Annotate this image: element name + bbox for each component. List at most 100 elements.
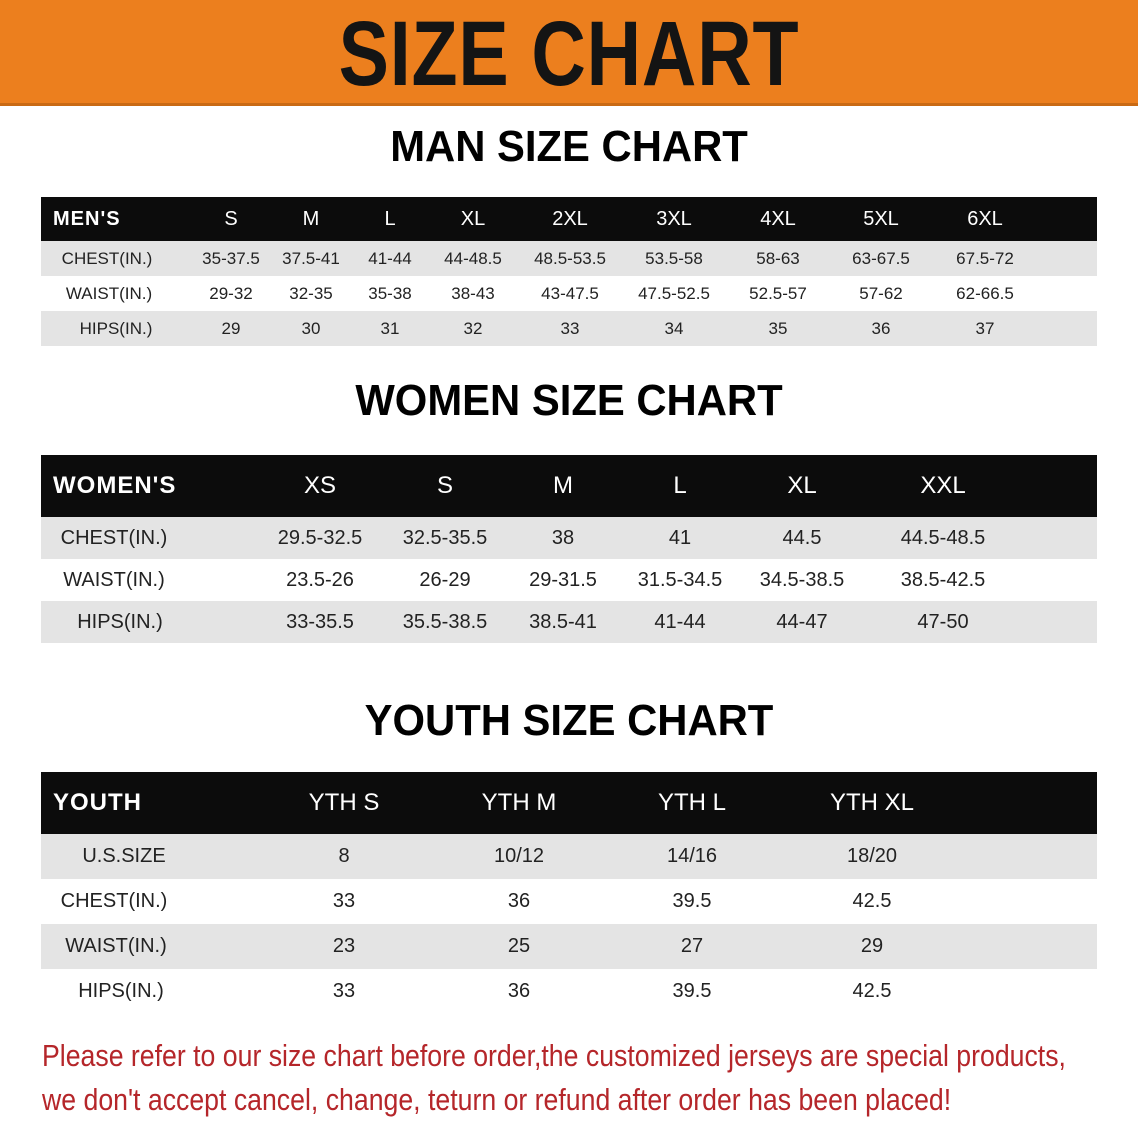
table-cell: 8 — [338, 845, 350, 867]
row-label: CHEST(IN.) — [60, 526, 168, 549]
table-cell: 44.5-48.5 — [900, 526, 986, 549]
table-cell: 33 — [332, 980, 356, 1002]
table-cell: 38-43 — [451, 283, 495, 303]
table-row: CHEST(IN.) 29.5-32.5 32.5-35.5 38 41 44.5 44.5… — [41, 517, 1097, 559]
table-header-row: WOMEN'S XS S M L XL XXL — [41, 455, 1097, 517]
table-cell: 26-29 — [419, 568, 471, 591]
table-cell: 41-44 — [368, 248, 412, 268]
size-header: XL — [460, 207, 486, 230]
table-cell: 34.5-38.5 — [759, 568, 845, 591]
row-label: HIPS(IN.) — [79, 318, 153, 338]
size-header: XL — [787, 472, 817, 499]
size-header: S — [436, 472, 454, 499]
table-cell: 23 — [332, 935, 356, 957]
size-header: YTH S — [308, 789, 380, 816]
table-cell: 41 — [668, 526, 692, 549]
table-cell: 38.5-42.5 — [900, 568, 986, 591]
row-label: HIPS(IN.) — [78, 980, 164, 1002]
table-cell: 29 — [221, 318, 241, 338]
table-cell: 29.5-32.5 — [277, 526, 363, 549]
table-cell: 52.5-57 — [749, 283, 807, 303]
table-cell: 63-67.5 — [852, 248, 910, 268]
table-cell: 44-48.5 — [444, 248, 502, 268]
size-header: XS — [303, 472, 337, 499]
table-cell: 29 — [860, 935, 884, 957]
table-row: WAIST(IN.) 23 25 27 29 — [41, 924, 1097, 969]
size-header: 4XL — [760, 207, 796, 230]
table-cell: 27 — [680, 935, 704, 957]
size-header: YTH M — [481, 789, 557, 816]
row-label: WAIST(IN.) — [65, 283, 153, 303]
table-cell: 38 — [551, 526, 575, 549]
table-cell: 36 — [871, 318, 891, 338]
row-label: WAIST(IN.) — [65, 935, 167, 957]
table-cell: 33-35.5 — [286, 610, 354, 633]
size-header: L — [673, 472, 687, 499]
banner-title: SIZE CHART — [338, 3, 800, 105]
table-cell: 57-62 — [859, 283, 903, 303]
women-section-title: WOMEN SIZE CHART — [355, 376, 783, 425]
table-cell: 33 — [332, 890, 356, 912]
table-cell: 58-63 — [756, 248, 800, 268]
row-label: CHEST(IN.) — [60, 890, 168, 912]
table-header-row: MEN'S S M L XL 2XL 3XL 4XL 5XL 6XL — [41, 197, 1097, 241]
table-cell: 31.5-34.5 — [637, 568, 723, 591]
size-header: L — [384, 207, 396, 230]
table-cell: 42.5 — [852, 890, 892, 912]
table-cell: 35-38 — [368, 283, 412, 303]
table-cell: 31 — [380, 318, 400, 338]
table-row: CHEST(IN.) 33 36 39.5 42.5 — [41, 879, 1097, 924]
size-header: 2XL — [552, 207, 588, 230]
table-row: HIPS(IN.) 33 36 39.5 42.5 — [41, 969, 1097, 1014]
table-cell: 44-47 — [776, 610, 828, 633]
table-cell: 37.5-41 — [282, 248, 340, 268]
table-row: CHEST(IN.) 35-37.5 37.5-41 41-44 44-48.5 48.5… — [41, 241, 1097, 276]
table-cell: 43-47.5 — [541, 283, 599, 303]
size-header: XXL — [920, 472, 966, 499]
table-title-cell: MEN'S — [53, 207, 121, 230]
table-title-cell: YOUTH — [53, 789, 142, 816]
table-cell: 18/20 — [846, 845, 898, 867]
table-cell: 35.5-38.5 — [402, 610, 488, 633]
table-cell: 35 — [768, 318, 788, 338]
row-label: CHEST(IN.) — [61, 248, 153, 268]
table-cell: 44.5 — [782, 526, 822, 549]
men-section-title: MAN SIZE CHART — [390, 122, 748, 171]
size-header: 5XL — [863, 207, 899, 230]
table-cell: 32-35 — [289, 283, 333, 303]
table-row: HIPS(IN.) 33-35.5 35.5-38.5 38.5-41 41-44 44-… — [41, 601, 1097, 643]
table-cell: 14/16 — [666, 845, 718, 867]
table-cell: 53.5-58 — [645, 248, 703, 268]
table-cell: 35-37.5 — [202, 248, 260, 268]
table-cell: 37 — [975, 318, 995, 338]
table-cell: 39.5 — [672, 890, 712, 912]
size-header: M — [302, 207, 320, 230]
size-header: M — [553, 472, 573, 499]
table-cell: 42.5 — [852, 980, 892, 1002]
table-cell: 33 — [560, 318, 580, 338]
table-row: U.S.SIZE 8 10/12 14/16 18/20 — [41, 834, 1097, 879]
banner: SIZE CHART — [0, 0, 1138, 106]
row-label: U.S.SIZE — [82, 845, 166, 867]
size-header: 6XL — [967, 207, 1003, 230]
table-row: HIPS(IN.) 29 30 31 32 33 34 35 36 37 — [41, 311, 1097, 346]
table-cell: 39.5 — [672, 980, 712, 1002]
table-cell: 34 — [664, 318, 684, 338]
size-header: YTH XL — [829, 789, 915, 816]
table-cell: 47-50 — [917, 610, 969, 633]
size-header: S — [224, 207, 238, 230]
table-header-row: YOUTH YTH S YTH M YTH L YTH XL — [41, 772, 1097, 834]
notice-line-1: Please refer to our size chart before or… — [42, 1038, 1066, 1073]
table-row: WAIST(IN.) 23.5-26 26-29 29-31.5 31.5-34.5 34… — [41, 559, 1097, 601]
table-cell: 29-32 — [209, 283, 253, 303]
row-label: WAIST(IN.) — [63, 568, 165, 591]
table-cell: 23.5-26 — [286, 568, 354, 591]
table-cell: 62-66.5 — [956, 283, 1014, 303]
table-cell: 25 — [507, 935, 531, 957]
table-cell: 36 — [507, 890, 531, 912]
table-cell: 48.5-53.5 — [534, 248, 606, 268]
table-cell: 47.5-52.5 — [638, 283, 710, 303]
table-cell: 36 — [507, 980, 531, 1002]
table-cell: 38.5-41 — [529, 610, 597, 633]
notice-line-2: we don't accept cancel, change, teturn o… — [42, 1082, 952, 1117]
